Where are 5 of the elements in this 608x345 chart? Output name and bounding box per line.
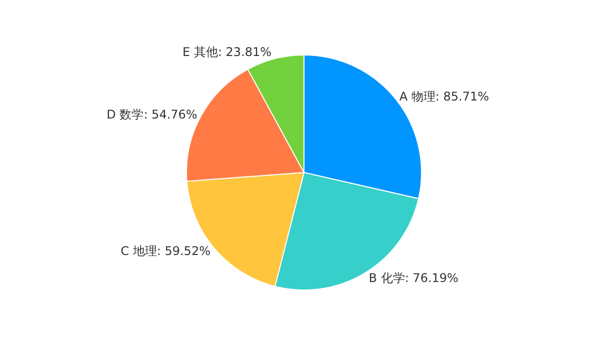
slice-label: C 地理: 59.52% (120, 244, 210, 258)
slice-label: B 化学: 76.19% (368, 270, 458, 285)
slice-label: E 其他: 23.81% (182, 45, 272, 60)
slice-label: D 数学: 54.76% (106, 108, 198, 122)
slice-label: A 物理: 85.71% (399, 90, 490, 104)
